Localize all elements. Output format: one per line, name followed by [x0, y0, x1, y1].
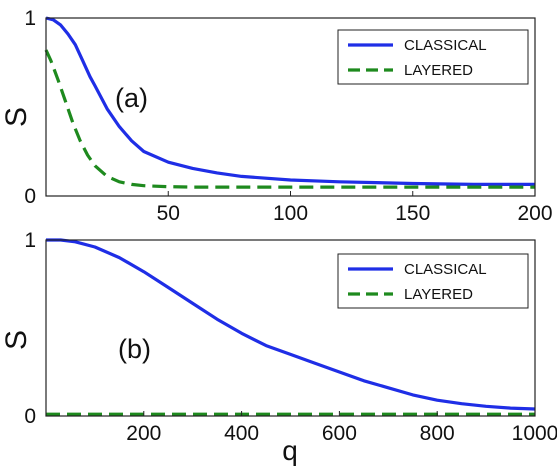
chart-panel-a: 50 100 150 200 0 1 S (a) CLASSICAL LAYERED — [0, 7, 553, 225]
chart-panel-b: 200 400 600 800 1000 0 1 Sq (b) CLASSICAL LAYERED — [0, 229, 557, 466]
legend-entry-classical: CLASSICAL — [404, 37, 487, 54]
legend-entry-layered: LAYERED — [404, 286, 473, 303]
x-axis-label: q — [282, 435, 298, 466]
x-tick-label: 800 — [420, 422, 455, 445]
x-tick-label: 50 — [157, 202, 180, 225]
series-line-classical — [46, 238, 536, 411]
legend-entry-layered: LAYERED — [404, 62, 473, 79]
y-tick-label: 1 — [24, 229, 36, 252]
y-tick-label: 0 — [24, 405, 36, 428]
x-tick-label: 1000 — [512, 422, 557, 445]
panel-label: (b) — [118, 334, 151, 364]
x-tick-label: 200 — [517, 202, 552, 225]
y-tick-label: 0 — [24, 185, 36, 208]
legend-box — [337, 253, 529, 309]
x-tick-label: 150 — [395, 202, 430, 225]
series-line-classical — [45, 16, 535, 186]
y-axis-label: S — [0, 330, 33, 350]
x-tick-label: 400 — [224, 422, 259, 445]
x-tick-label: 100 — [273, 202, 308, 225]
legend-entry-classical: CLASSICAL — [404, 261, 487, 278]
y-tick-label: 1 — [24, 7, 36, 30]
legend-box — [337, 29, 529, 85]
plot-frame — [45, 239, 536, 417]
legend: CLASSICAL LAYERED — [337, 253, 529, 309]
panel-label: (a) — [115, 83, 148, 113]
legend: CLASSICAL LAYERED — [337, 29, 529, 85]
x-tick-label: 600 — [322, 422, 357, 445]
y-axis-label: S — [0, 107, 33, 127]
series-line-layered — [44, 49, 535, 189]
x-tick-label: 200 — [126, 422, 161, 445]
